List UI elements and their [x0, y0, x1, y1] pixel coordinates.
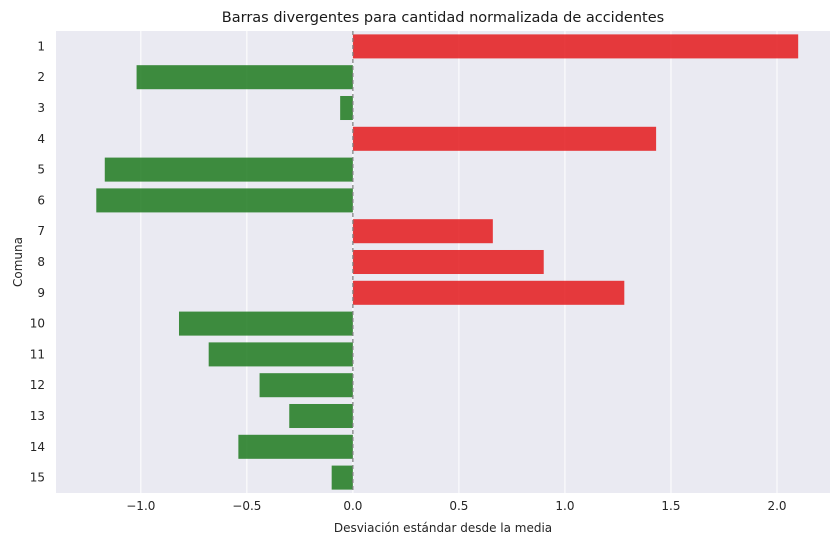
x-tick-label: 0.0	[343, 499, 362, 513]
bar	[352, 280, 625, 305]
y-tick-label: 3	[37, 101, 45, 115]
bar	[352, 34, 799, 59]
y-tick-label: 13	[30, 409, 45, 423]
y-tick-label: 15	[30, 471, 45, 485]
y-tick-label: 6	[37, 193, 45, 207]
y-tick-label: 14	[30, 440, 45, 454]
x-tick-labels: −1.0 −0.5 0.0 0.5 1.0 1.5 2.0	[126, 499, 786, 513]
bars	[96, 34, 799, 490]
y-tick-label: 9	[37, 286, 45, 300]
bar	[289, 403, 353, 429]
bar	[352, 126, 657, 151]
bar	[331, 465, 353, 490]
x-tick-label: 1.0	[555, 499, 574, 513]
bar	[208, 342, 353, 367]
x-tick-label: 2.0	[767, 499, 786, 513]
y-tick-label: 10	[30, 317, 45, 331]
chart-title: Barras divergentes para cantidad normali…	[222, 10, 664, 26]
y-tick-label: 2	[37, 70, 45, 84]
y-tick-label: 4	[37, 132, 45, 146]
y-tick-label: 11	[30, 347, 45, 361]
bar	[352, 219, 493, 244]
y-tick-label: 7	[37, 224, 45, 238]
bar	[352, 249, 544, 275]
x-axis-label: Desviación estándar desde la media	[334, 521, 552, 535]
bar	[136, 65, 353, 90]
y-tick-label: 1	[37, 39, 45, 53]
y-tick-label: 8	[37, 255, 45, 269]
bar	[238, 434, 353, 459]
x-tick-label: −1.0	[126, 499, 155, 513]
y-tick-label: 12	[30, 378, 45, 392]
bar	[340, 95, 353, 121]
x-tick-label: −0.5	[232, 499, 261, 513]
y-axis-label: Comuna	[11, 237, 25, 287]
bar	[104, 157, 353, 182]
x-tick-label: 0.5	[449, 499, 468, 513]
bar	[259, 373, 353, 398]
x-tick-label: 1.5	[661, 499, 680, 513]
bar	[96, 188, 353, 213]
y-tick-label: 5	[37, 163, 45, 177]
bar	[178, 311, 353, 336]
